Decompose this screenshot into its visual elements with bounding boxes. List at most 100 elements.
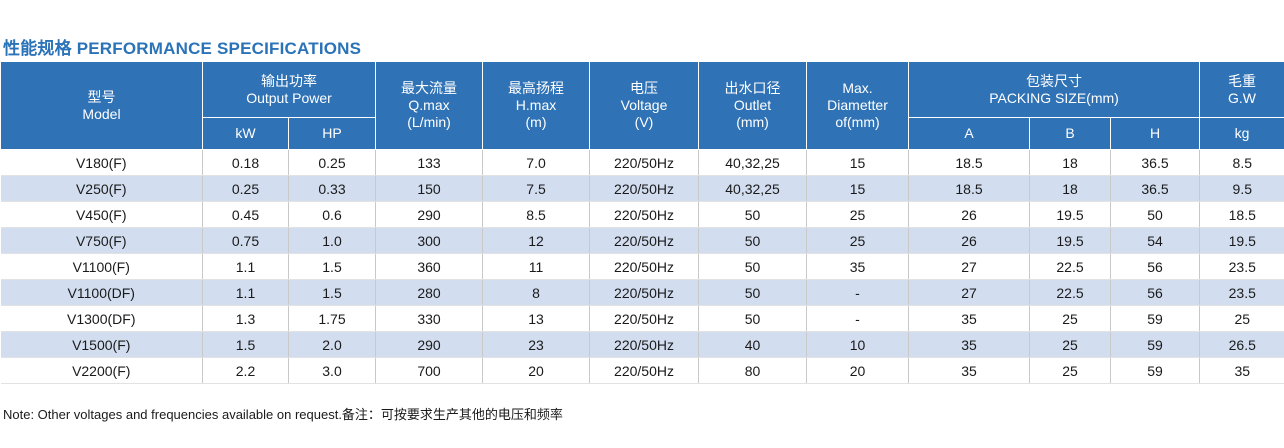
- table-cell: 8.5: [1199, 149, 1284, 176]
- table-cell: 9.5: [1199, 175, 1284, 202]
- table-cell: 25: [1199, 305, 1284, 332]
- table-cell: V1500(F): [0, 331, 203, 358]
- table-cell: 23.5: [1199, 279, 1284, 306]
- table-cell: 26: [908, 227, 1030, 254]
- header-outlet: 出水口径 Outlet (mm): [698, 61, 808, 150]
- table-cell: V750(F): [0, 227, 203, 254]
- table-cell: 50: [698, 305, 807, 332]
- table-cell: 280: [375, 279, 483, 306]
- table-row: V1500(F) 1.5 2.0 290 23 220/50Hz 40 10 35 25 59 26.…: [0, 331, 1284, 358]
- header-kg: kg: [1199, 117, 1284, 150]
- table-cell: 7.0: [482, 149, 590, 176]
- table-cell: 40,32,25: [698, 175, 807, 202]
- table-cell: 56: [1110, 253, 1200, 280]
- footnote: Note: Other voltages and frequencies ava…: [3, 407, 563, 422]
- table-row: V250(F) 0.25 0.33 150 7.5 220/50Hz 40,32,25 15 1…: [0, 175, 1284, 202]
- table-cell: 36.5: [1110, 175, 1200, 202]
- table-cell: 35: [908, 357, 1030, 384]
- table-cell: 0.45: [202, 201, 289, 228]
- table-cell: V1100(DF): [0, 279, 203, 306]
- page-title: 性能规格 PERFORMANCE SPECIFICATIONS: [3, 39, 362, 58]
- table-cell: 18.5: [908, 175, 1030, 202]
- header-hmax: 最高扬程 H.max (m): [482, 61, 591, 150]
- table-cell: V1100(F): [0, 253, 203, 280]
- table-cell: 23: [482, 331, 590, 358]
- table-cell: 59: [1110, 305, 1200, 332]
- table-cell: 19.5: [1029, 201, 1111, 228]
- table-row: V750(F) 0.75 1.0 300 12 220/50Hz 50 25 26 19.5 54 1…: [0, 227, 1284, 254]
- table-cell: 36.5: [1110, 149, 1200, 176]
- table-cell: 220/50Hz: [589, 227, 699, 254]
- table-cell: 700: [375, 357, 483, 384]
- table-cell: 23.5: [1199, 253, 1284, 280]
- table-cell: 19.5: [1029, 227, 1111, 254]
- header-packing-size: 包装尺寸 PACKING SIZE(mm): [908, 61, 1201, 118]
- table-cell: V2200(F): [0, 357, 203, 384]
- table-cell: 1.5: [287, 279, 376, 306]
- table-cell: 220/50Hz: [589, 175, 699, 202]
- table-cell: 50: [698, 279, 807, 306]
- table-cell: 40,32,25: [698, 149, 807, 176]
- table-cell: 18.5: [908, 149, 1030, 176]
- header-h: H: [1110, 117, 1201, 150]
- table-cell: 8.5: [482, 201, 590, 228]
- table-cell: 12: [482, 227, 590, 254]
- table-cell: 26: [908, 201, 1030, 228]
- table-cell: V180(F): [0, 149, 203, 176]
- table-cell: 35: [1199, 357, 1284, 384]
- table-cell: 220/50Hz: [589, 357, 699, 384]
- table-cell: -: [806, 279, 909, 306]
- table-row: V1100(F) 1.1 1.5 360 11 220/50Hz 50 35 27 22.5 56 2…: [0, 253, 1284, 280]
- table-cell: -: [806, 305, 909, 332]
- table-cell: 35: [908, 305, 1030, 332]
- table-row: V2200(F) 2.2 3.0 700 20 220/50Hz 80 20 35 25 59 35: [0, 357, 1284, 384]
- table-cell: 2.0: [287, 331, 376, 358]
- table-cell: 360: [375, 253, 483, 280]
- table-cell: 26.5: [1199, 331, 1284, 358]
- table-cell: 20: [482, 357, 590, 384]
- table-cell: 35: [908, 331, 1030, 358]
- table-cell: 22.5: [1029, 253, 1111, 280]
- table-row: V450(F) 0.45 0.6 290 8.5 220/50Hz 50 25 26 19.5 50…: [0, 201, 1284, 228]
- table-cell: 1.3: [202, 305, 289, 332]
- table-row: V1100(DF) 1.1 1.5 280 8 220/50Hz 50-27 22.5 56 23…: [0, 279, 1284, 306]
- table-cell: 220/50Hz: [589, 305, 699, 332]
- table-row: V180(F) 0.18 0.25 133 7.0 220/50Hz 40,32,25 15 1…: [0, 149, 1284, 176]
- table-cell: 59: [1110, 357, 1200, 384]
- table-cell: 0.33: [287, 175, 376, 202]
- table-cell: 19.5: [1199, 227, 1284, 254]
- table-cell: 150: [375, 175, 483, 202]
- table-row: V1300(DF) 1.3 1.75 330 13 220/50Hz 50-35 25 59 25: [0, 305, 1284, 332]
- table-cell: 1.1: [202, 279, 289, 306]
- table-cell: 15: [806, 149, 909, 176]
- table-cell: 50: [698, 201, 807, 228]
- table-cell: 13: [482, 305, 590, 332]
- table-cell: 25: [1029, 357, 1111, 384]
- table-body: V180(F) 0.18 0.25 133 7.0 220/50Hz 40,32,25 15 1…: [0, 149, 1284, 384]
- table-cell: 220/50Hz: [589, 201, 699, 228]
- table-cell: 220/50Hz: [589, 253, 699, 280]
- table-cell: 27: [908, 253, 1030, 280]
- table-cell: 3.0: [287, 357, 376, 384]
- table-cell: V1300(DF): [0, 305, 203, 332]
- header-gross-weight: 毛重 G.W: [1199, 61, 1284, 118]
- table-cell: 7.5: [482, 175, 590, 202]
- table-cell: 15: [806, 175, 909, 202]
- header-a: A: [908, 117, 1031, 150]
- table-cell: 18.5: [1199, 201, 1284, 228]
- table-cell: 290: [375, 201, 483, 228]
- header-qmax: 最大流量 Q.max (L/min): [375, 61, 484, 150]
- table-cell: 10: [806, 331, 909, 358]
- table-cell: 25: [806, 201, 909, 228]
- table-cell: 1.1: [202, 253, 289, 280]
- table-cell: 59: [1110, 331, 1200, 358]
- table-cell: 80: [698, 357, 807, 384]
- table-cell: 1.75: [287, 305, 376, 332]
- table-cell: 40: [698, 331, 807, 358]
- table-cell: 20: [806, 357, 909, 384]
- header-output-power: 输出功率 Output Power: [201, 61, 377, 118]
- table-cell: 18: [1029, 149, 1111, 176]
- table-cell: 220/50Hz: [589, 279, 699, 306]
- table-cell: 330: [375, 305, 483, 332]
- table-cell: 0.25: [287, 149, 376, 176]
